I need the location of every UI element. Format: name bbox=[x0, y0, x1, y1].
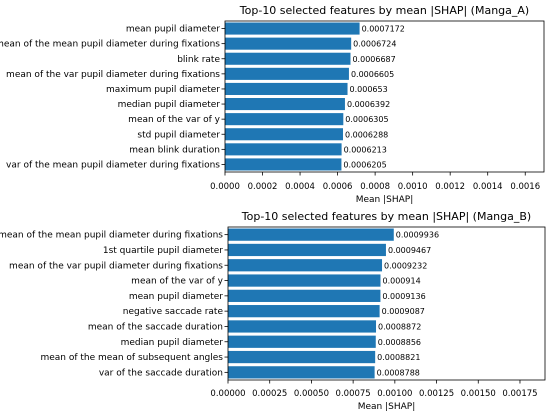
bar bbox=[225, 113, 344, 126]
value-label: 0.0009467 bbox=[388, 246, 431, 255]
bar bbox=[228, 305, 380, 318]
chart-manga-b: Top-10 selected features by mean |SHAP| … bbox=[0, 210, 546, 412]
value-label: 0.000653 bbox=[350, 85, 388, 94]
value-label: 0.0006305 bbox=[345, 115, 388, 124]
bar bbox=[228, 350, 376, 364]
x-tick-label: 0.00025 bbox=[252, 389, 287, 399]
bar bbox=[228, 243, 386, 257]
chart-title: Top-10 selected features by mean |SHAP| … bbox=[239, 4, 529, 17]
x-tick-label: 0.00100 bbox=[377, 389, 412, 399]
bar bbox=[228, 320, 377, 333]
value-label: 0.0008788 bbox=[377, 368, 420, 377]
category-label: maximum pupil diameter bbox=[106, 85, 220, 95]
value-label: 0.0007172 bbox=[362, 25, 405, 34]
plot-frame bbox=[227, 226, 546, 381]
bar bbox=[225, 98, 345, 111]
x-tick-label: 0.0008 bbox=[360, 182, 390, 192]
value-label: 0.0006288 bbox=[345, 130, 388, 139]
category-label: 1st quartile pupil diameter bbox=[103, 246, 223, 256]
value-label: 0.0009136 bbox=[382, 292, 425, 301]
bar bbox=[225, 143, 342, 156]
value-label: 0.0009087 bbox=[382, 307, 425, 316]
category-label: mean of the mean pupil diameter during f… bbox=[0, 231, 223, 241]
value-label: 0.000914 bbox=[382, 277, 420, 286]
bar bbox=[225, 37, 352, 50]
category-label: median pupil diameter bbox=[121, 338, 224, 348]
chart-manga-a: Top-10 selected features by mean |SHAP| … bbox=[0, 4, 545, 205]
value-label: 0.0006392 bbox=[347, 100, 390, 109]
value-label: 0.0009936 bbox=[396, 231, 439, 240]
bar bbox=[225, 82, 348, 95]
x-tick-label: 0.0006 bbox=[323, 182, 353, 192]
category-label: mean of the var of y bbox=[128, 115, 220, 125]
category-label: blink rate bbox=[177, 55, 220, 65]
x-tick-label: 0.0014 bbox=[473, 182, 503, 192]
category-label: mean of the var pupil diameter during fi… bbox=[6, 70, 220, 80]
x-tick-label: 0.0000 bbox=[210, 182, 240, 192]
category-label: mean pupil diameter bbox=[126, 25, 220, 35]
x-tick-label: 0.0012 bbox=[435, 182, 465, 192]
bar bbox=[225, 52, 351, 65]
bar bbox=[225, 158, 342, 171]
chart-title: Top-10 selected features by mean |SHAP| … bbox=[241, 210, 531, 223]
bar bbox=[228, 289, 381, 302]
category-label: mean of the var of y bbox=[131, 277, 223, 287]
bar bbox=[225, 128, 343, 141]
bar bbox=[228, 228, 394, 241]
category-label: mean pupil diameter bbox=[129, 292, 223, 302]
category-label: negative saccade rate bbox=[123, 307, 224, 317]
category-label: mean of the mean of subsequent angles bbox=[40, 353, 223, 363]
value-label: 0.0009232 bbox=[384, 261, 427, 270]
x-tick-label: 0.00050 bbox=[294, 389, 329, 399]
x-tick-label: 0.00000 bbox=[210, 389, 245, 399]
x-tick-label: 0.0010 bbox=[398, 182, 428, 192]
x-tick-label: 0.00125 bbox=[419, 389, 454, 399]
category-label: mean blink duration bbox=[129, 145, 220, 155]
x-tick-label: 0.0004 bbox=[285, 182, 315, 192]
category-label: var of the mean pupil diameter during fi… bbox=[6, 160, 220, 170]
bar bbox=[228, 366, 375, 379]
bar bbox=[225, 67, 349, 80]
x-tick-label: 0.0016 bbox=[510, 182, 540, 192]
category-label: mean of the var pupil diameter during fi… bbox=[9, 261, 223, 271]
x-tick-label: 0.0002 bbox=[248, 182, 278, 192]
x-tick-label: 0.00075 bbox=[336, 389, 371, 399]
plot-frame bbox=[224, 20, 545, 173]
bar bbox=[228, 274, 381, 287]
x-tick-label: 0.00175 bbox=[502, 389, 537, 399]
bar bbox=[228, 259, 383, 272]
x-axis-label: Mean |SHAP| bbox=[356, 195, 414, 205]
value-label: 0.0008872 bbox=[378, 322, 421, 331]
value-label: 0.0006724 bbox=[353, 40, 396, 49]
value-label: 0.0008856 bbox=[378, 338, 421, 347]
bar bbox=[228, 335, 376, 348]
value-label: 0.0006687 bbox=[352, 55, 395, 64]
bar bbox=[225, 22, 360, 35]
value-label: 0.0006605 bbox=[351, 70, 394, 79]
category-label: var of the saccade duration bbox=[99, 368, 223, 378]
category-label: median pupil diameter bbox=[118, 100, 221, 110]
category-label: std pupil diameter bbox=[137, 130, 220, 140]
category-label: mean of the mean pupil diameter during f… bbox=[0, 40, 220, 50]
value-label: 0.0006213 bbox=[344, 145, 387, 154]
category-label: mean of the saccade duration bbox=[88, 322, 223, 332]
value-label: 0.0008821 bbox=[377, 353, 420, 362]
value-label: 0.0006205 bbox=[343, 160, 386, 169]
x-tick-label: 0.00150 bbox=[461, 389, 496, 399]
x-axis-label: Mean |SHAP| bbox=[358, 402, 416, 412]
